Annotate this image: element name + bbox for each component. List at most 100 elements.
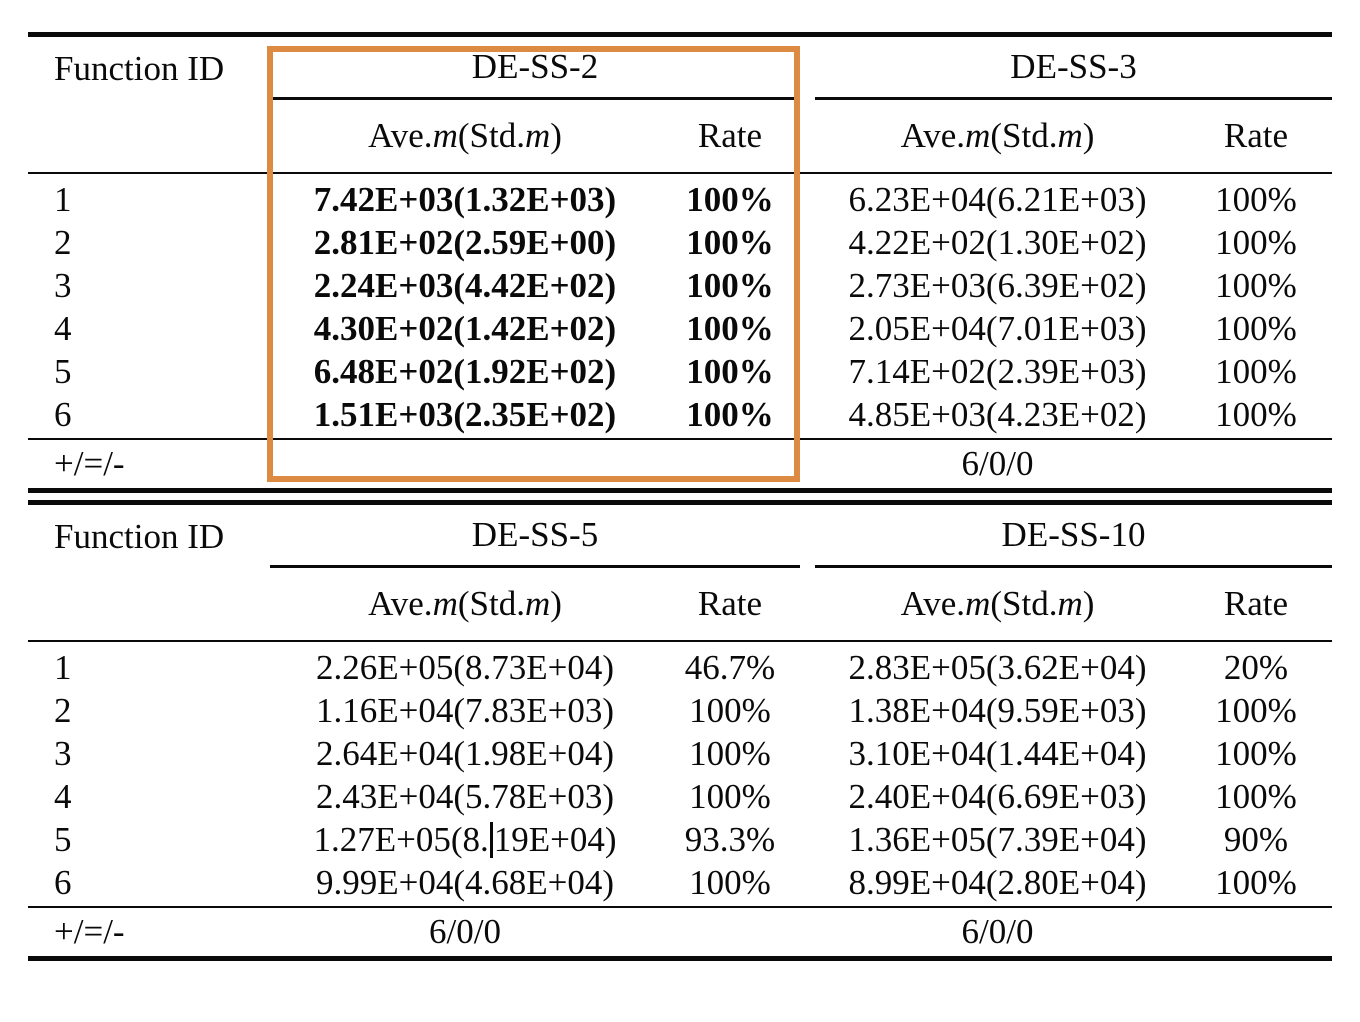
table-row: 5 1.27E+05(8. 19E+04) 93.3% 1.36E+05(7.39…: [28, 818, 1332, 861]
rate-cell: 100%: [1215, 691, 1297, 730]
table-row: 5 6.48E+02(1.92E+02) 100% 7.14E+02(2.39E…: [28, 350, 1332, 393]
math-m: m: [965, 584, 991, 623]
rate-cell: 100%: [1215, 395, 1297, 434]
ave-std-cell: 2.24E+03(4.42E+02): [313, 266, 617, 305]
ave-std-header: Ave.m(Std.m): [815, 100, 1180, 172]
std-label: (Std.: [990, 116, 1058, 155]
ave-std-cell: 2.40E+04(6.69E+03): [848, 777, 1147, 816]
ave-label: Ave.: [368, 584, 433, 623]
rate-cell: 100%: [686, 223, 774, 262]
body-rule: [28, 906, 1332, 908]
text-cursor: [489, 822, 493, 858]
table-row: 3 2.64E+04(1.98E+04) 100% 3.10E+04(1.44E…: [28, 732, 1332, 775]
column-gap: [800, 908, 815, 956]
empty-cell: [1180, 440, 1332, 488]
function-id-cell: 1: [54, 180, 72, 219]
function-id-cell: 6: [54, 395, 72, 434]
column-gap: [800, 100, 815, 172]
ave-std-cell: 2.81E+02(2.59E+00): [313, 223, 617, 262]
ave-label: Ave.: [368, 116, 433, 155]
column-gap: [800, 818, 815, 861]
std-label: (Std.: [990, 584, 1058, 623]
summary-score: 6/0/0: [429, 912, 501, 951]
results-table-1: Function ID DE-SS-2 DE-SS-3 Ave.m(Std.m)…: [28, 32, 1332, 493]
rate-header: Rate: [697, 116, 763, 155]
subheader-row: Ave.m(Std.m) Rate Ave.m(Std.m) Rate: [28, 100, 1332, 172]
summary-row: +/=/- 6/0/0 6/0/0: [28, 908, 1332, 956]
table-row: 4 4.30E+02(1.42E+02) 100% 2.05E+04(7.01E…: [28, 307, 1332, 350]
function-id-cell: 5: [54, 352, 72, 391]
table-row: 6 9.99E+04(4.68E+04) 100% 8.99E+04(2.80E…: [28, 861, 1332, 904]
empty-cell: [28, 568, 270, 640]
rate-cell: 100%: [1215, 309, 1297, 348]
rate-cell: 100%: [686, 352, 774, 391]
summary-score: 6/0/0: [961, 912, 1034, 951]
empty-cell: [28, 100, 270, 172]
rate-header: Rate: [1223, 116, 1289, 155]
ave-std-cell: 7.42E+03(1.32E+03): [313, 180, 617, 219]
header-rule: [28, 640, 1332, 642]
rate-header: Rate: [697, 584, 763, 623]
function-id-cell: 4: [54, 777, 72, 816]
ave-label: Ave.: [900, 116, 966, 155]
function-id-header: Function ID: [54, 49, 225, 88]
rate-cell: 100%: [689, 777, 771, 816]
group-header-row: Function ID DE-SS-2 DE-SS-3: [28, 37, 1332, 100]
column-gap: [800, 646, 815, 689]
math-m: m: [524, 116, 551, 155]
std-label: (Std.: [457, 116, 525, 155]
function-id-cell: 2: [54, 691, 72, 730]
rate-cell: 93.3%: [684, 820, 776, 859]
group-header-de-ss-2: DE-SS-2: [270, 37, 800, 100]
empty-cell: [660, 908, 800, 956]
results-table-2: Function ID DE-SS-5 DE-SS-10 Ave.m(Std.m…: [28, 500, 1332, 961]
table-row: 2 2.81E+02(2.59E+00) 100% 4.22E+02(1.30E…: [28, 221, 1332, 264]
rate-cell: 46.7%: [684, 648, 776, 687]
ave-std-header: Ave.m(Std.m): [270, 568, 660, 640]
math-m: m: [1057, 116, 1083, 155]
ave-std-cell: 2.26E+05(8.73E+04): [315, 648, 615, 687]
column-gap: [800, 307, 815, 350]
summary-score: 6/0/0: [961, 444, 1034, 483]
paren: ): [550, 584, 562, 623]
header-rule: [28, 172, 1332, 174]
group-header-de-ss-3: DE-SS-3: [815, 37, 1332, 100]
ave-std-cell: 1.38E+04(9.59E+03): [848, 691, 1147, 730]
empty-cell: [1180, 908, 1332, 956]
column-gap: [800, 568, 815, 640]
rate-cell: 100%: [1215, 777, 1297, 816]
summary-label: +/=/-: [54, 444, 125, 483]
ave-std-cell: 1.51E+03(2.35E+02): [313, 395, 617, 434]
table-row: 1 2.26E+05(8.73E+04) 46.7% 2.83E+05(3.62…: [28, 646, 1332, 689]
rate-cell: 100%: [1215, 863, 1297, 902]
ave-std-cell: 1.16E+04(7.83E+03): [315, 691, 615, 730]
column-gap: [800, 221, 815, 264]
table-row: 1 7.42E+03(1.32E+03) 100% 6.23E+04(6.21E…: [28, 178, 1332, 221]
rate-cell: 100%: [689, 691, 771, 730]
rate-cell: 100%: [686, 266, 774, 305]
ave-std-cell: 2.73E+03(6.39E+02): [848, 266, 1147, 305]
paren: ): [1082, 584, 1095, 623]
ave-std-cell: 2.05E+04(7.01E+03): [848, 309, 1147, 348]
column-gap: [800, 440, 815, 488]
std-label: (Std.: [457, 584, 525, 623]
ave-std-cell: 4.85E+03(4.23E+02): [848, 395, 1147, 434]
empty-cell: [660, 440, 800, 488]
rate-cell: 100%: [1215, 734, 1297, 773]
column-gap: [800, 732, 815, 775]
column-gap: [800, 775, 815, 818]
body-rule: [28, 438, 1332, 440]
rate-cell: 100%: [686, 395, 774, 434]
rate-cell: 100%: [686, 180, 774, 219]
summary-row: +/=/- 6/0/0: [28, 440, 1332, 488]
table-row: 6 1.51E+03(2.35E+02) 100% 4.85E+03(4.23E…: [28, 393, 1332, 436]
document-page: { "colors": { "highlight_box": "#dd8a42"…: [0, 32, 1360, 1022]
function-id-cell: 6: [54, 863, 72, 902]
summary-label: +/=/-: [54, 912, 125, 951]
group-header-de-ss-5: DE-SS-5: [270, 505, 800, 568]
ave-std-cell: 3.10E+04(1.44E+04): [848, 734, 1147, 773]
ave-std-cell: 2.43E+04(5.78E+03): [315, 777, 615, 816]
group-header-row: Function ID DE-SS-5 DE-SS-10: [28, 505, 1332, 568]
function-id-cell: 4: [54, 309, 72, 348]
rate-cell: 100%: [1215, 352, 1297, 391]
